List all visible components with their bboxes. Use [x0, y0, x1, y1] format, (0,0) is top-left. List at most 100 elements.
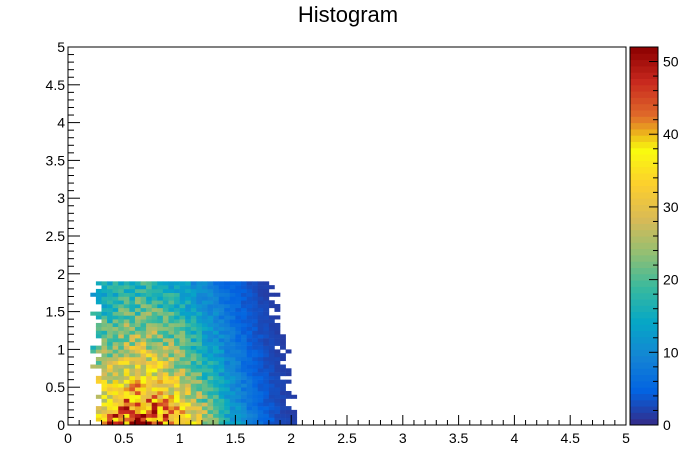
histogram-cell: [174, 409, 180, 414]
histogram-cell: [129, 394, 136, 399]
histogram-cell: [190, 345, 197, 350]
histogram-cell: [118, 413, 125, 418]
histogram-cell: [252, 296, 259, 301]
histogram-cell: [179, 398, 186, 403]
colorbar-segment: [630, 393, 658, 401]
histogram-cell: [101, 281, 108, 286]
histogram-cell: [246, 368, 253, 373]
histogram-cell: [257, 285, 264, 290]
histogram-cell: [162, 341, 169, 346]
histogram-cell: [168, 372, 175, 377]
histogram-cell: [196, 326, 203, 331]
histogram-cell: [185, 406, 192, 411]
histogram-cell: [168, 398, 175, 403]
histogram-cell: [263, 334, 270, 339]
histogram-cell: [134, 304, 141, 309]
histogram-cell: [185, 296, 192, 301]
histogram-cell: [118, 300, 125, 305]
histogram-cell: [252, 304, 259, 309]
histogram-cell: [246, 304, 253, 309]
histogram-cell: [185, 349, 192, 354]
histogram-cell: [185, 315, 192, 320]
histogram-cell: [146, 288, 152, 293]
histogram-cell: [263, 311, 270, 316]
colorbar-segment: [630, 65, 658, 73]
histogram-cell: [263, 341, 270, 346]
histogram-cell: [218, 281, 225, 286]
y-tick-label: 0.5: [46, 379, 66, 395]
histogram-cell: [196, 394, 203, 399]
histogram-cell: [252, 409, 259, 414]
histogram-cell: [252, 379, 259, 384]
histogram-cell: [207, 417, 214, 422]
histogram-cell: [174, 300, 180, 305]
histogram-cell: [207, 296, 214, 301]
histogram-cell: [123, 409, 130, 414]
colorbar-segment: [630, 198, 658, 205]
histogram-cell: [151, 326, 158, 331]
histogram-cell: [213, 368, 219, 373]
histogram-cell: [240, 413, 247, 418]
histogram-cell: [224, 345, 231, 350]
histogram-cell: [134, 402, 141, 407]
histogram-cell: [235, 285, 242, 290]
histogram-cell: [129, 406, 136, 411]
histogram-cell: [190, 292, 197, 297]
histogram-cell: [263, 398, 270, 403]
histogram-cell: [101, 326, 108, 331]
histogram-cell: [112, 311, 119, 316]
colorbar-segment: [630, 72, 658, 79]
histogram-cell: [229, 360, 236, 365]
histogram-cell: [257, 398, 264, 403]
histogram-cell: [162, 334, 169, 339]
histogram-cell: [224, 372, 231, 377]
histogram-cell: [213, 375, 219, 380]
histogram-cell: [218, 315, 225, 320]
histogram-cell: [157, 338, 164, 343]
histogram-cell: [151, 413, 158, 418]
histogram-cell: [263, 375, 270, 380]
histogram-cell: [162, 330, 169, 335]
histogram-cell: [185, 292, 192, 297]
histogram-cell: [196, 319, 203, 324]
histogram-cell: [240, 387, 247, 392]
histogram-cell: [174, 383, 180, 388]
histogram-cell: [112, 349, 119, 354]
histogram-cell: [134, 285, 141, 290]
histogram-cell: [157, 398, 164, 403]
histogram-cell: [129, 353, 136, 358]
histogram-cell: [201, 319, 208, 324]
histogram-cell: [218, 356, 225, 362]
histogram-cell: [129, 300, 136, 305]
histogram-cell: [190, 338, 197, 343]
histogram-cell: [140, 421, 147, 426]
histogram-cell: [213, 300, 219, 305]
histogram-cell: [201, 285, 208, 290]
histogram-cell: [257, 394, 264, 399]
histogram-cell: [107, 349, 113, 354]
histogram-cell: [190, 288, 197, 293]
y-tick-label: 1: [57, 341, 65, 357]
histogram-cell: [268, 383, 275, 388]
histogram-cell: [112, 383, 119, 388]
histogram-cell: [95, 409, 102, 414]
histogram-cell: [129, 345, 136, 350]
histogram-cell: [151, 406, 158, 411]
x-tick-label: 2.5: [337, 430, 357, 446]
histogram-cell: [196, 334, 203, 339]
histogram-cell: [257, 315, 264, 320]
histogram-cell: [129, 372, 136, 377]
histogram-cell: [263, 379, 270, 384]
histogram-cell: [179, 311, 186, 316]
histogram-cell: [213, 296, 219, 301]
histogram-cell: [118, 311, 125, 316]
histogram-cell: [157, 349, 164, 354]
histogram-cell: [162, 300, 169, 305]
histogram-cell: [268, 334, 275, 339]
histogram-cell: [185, 390, 192, 396]
histogram-cell: [263, 307, 270, 312]
histogram-cell: [257, 402, 264, 407]
histogram-cell: [196, 307, 203, 312]
histogram-cell: [179, 421, 186, 426]
histogram-cell: [213, 288, 219, 293]
